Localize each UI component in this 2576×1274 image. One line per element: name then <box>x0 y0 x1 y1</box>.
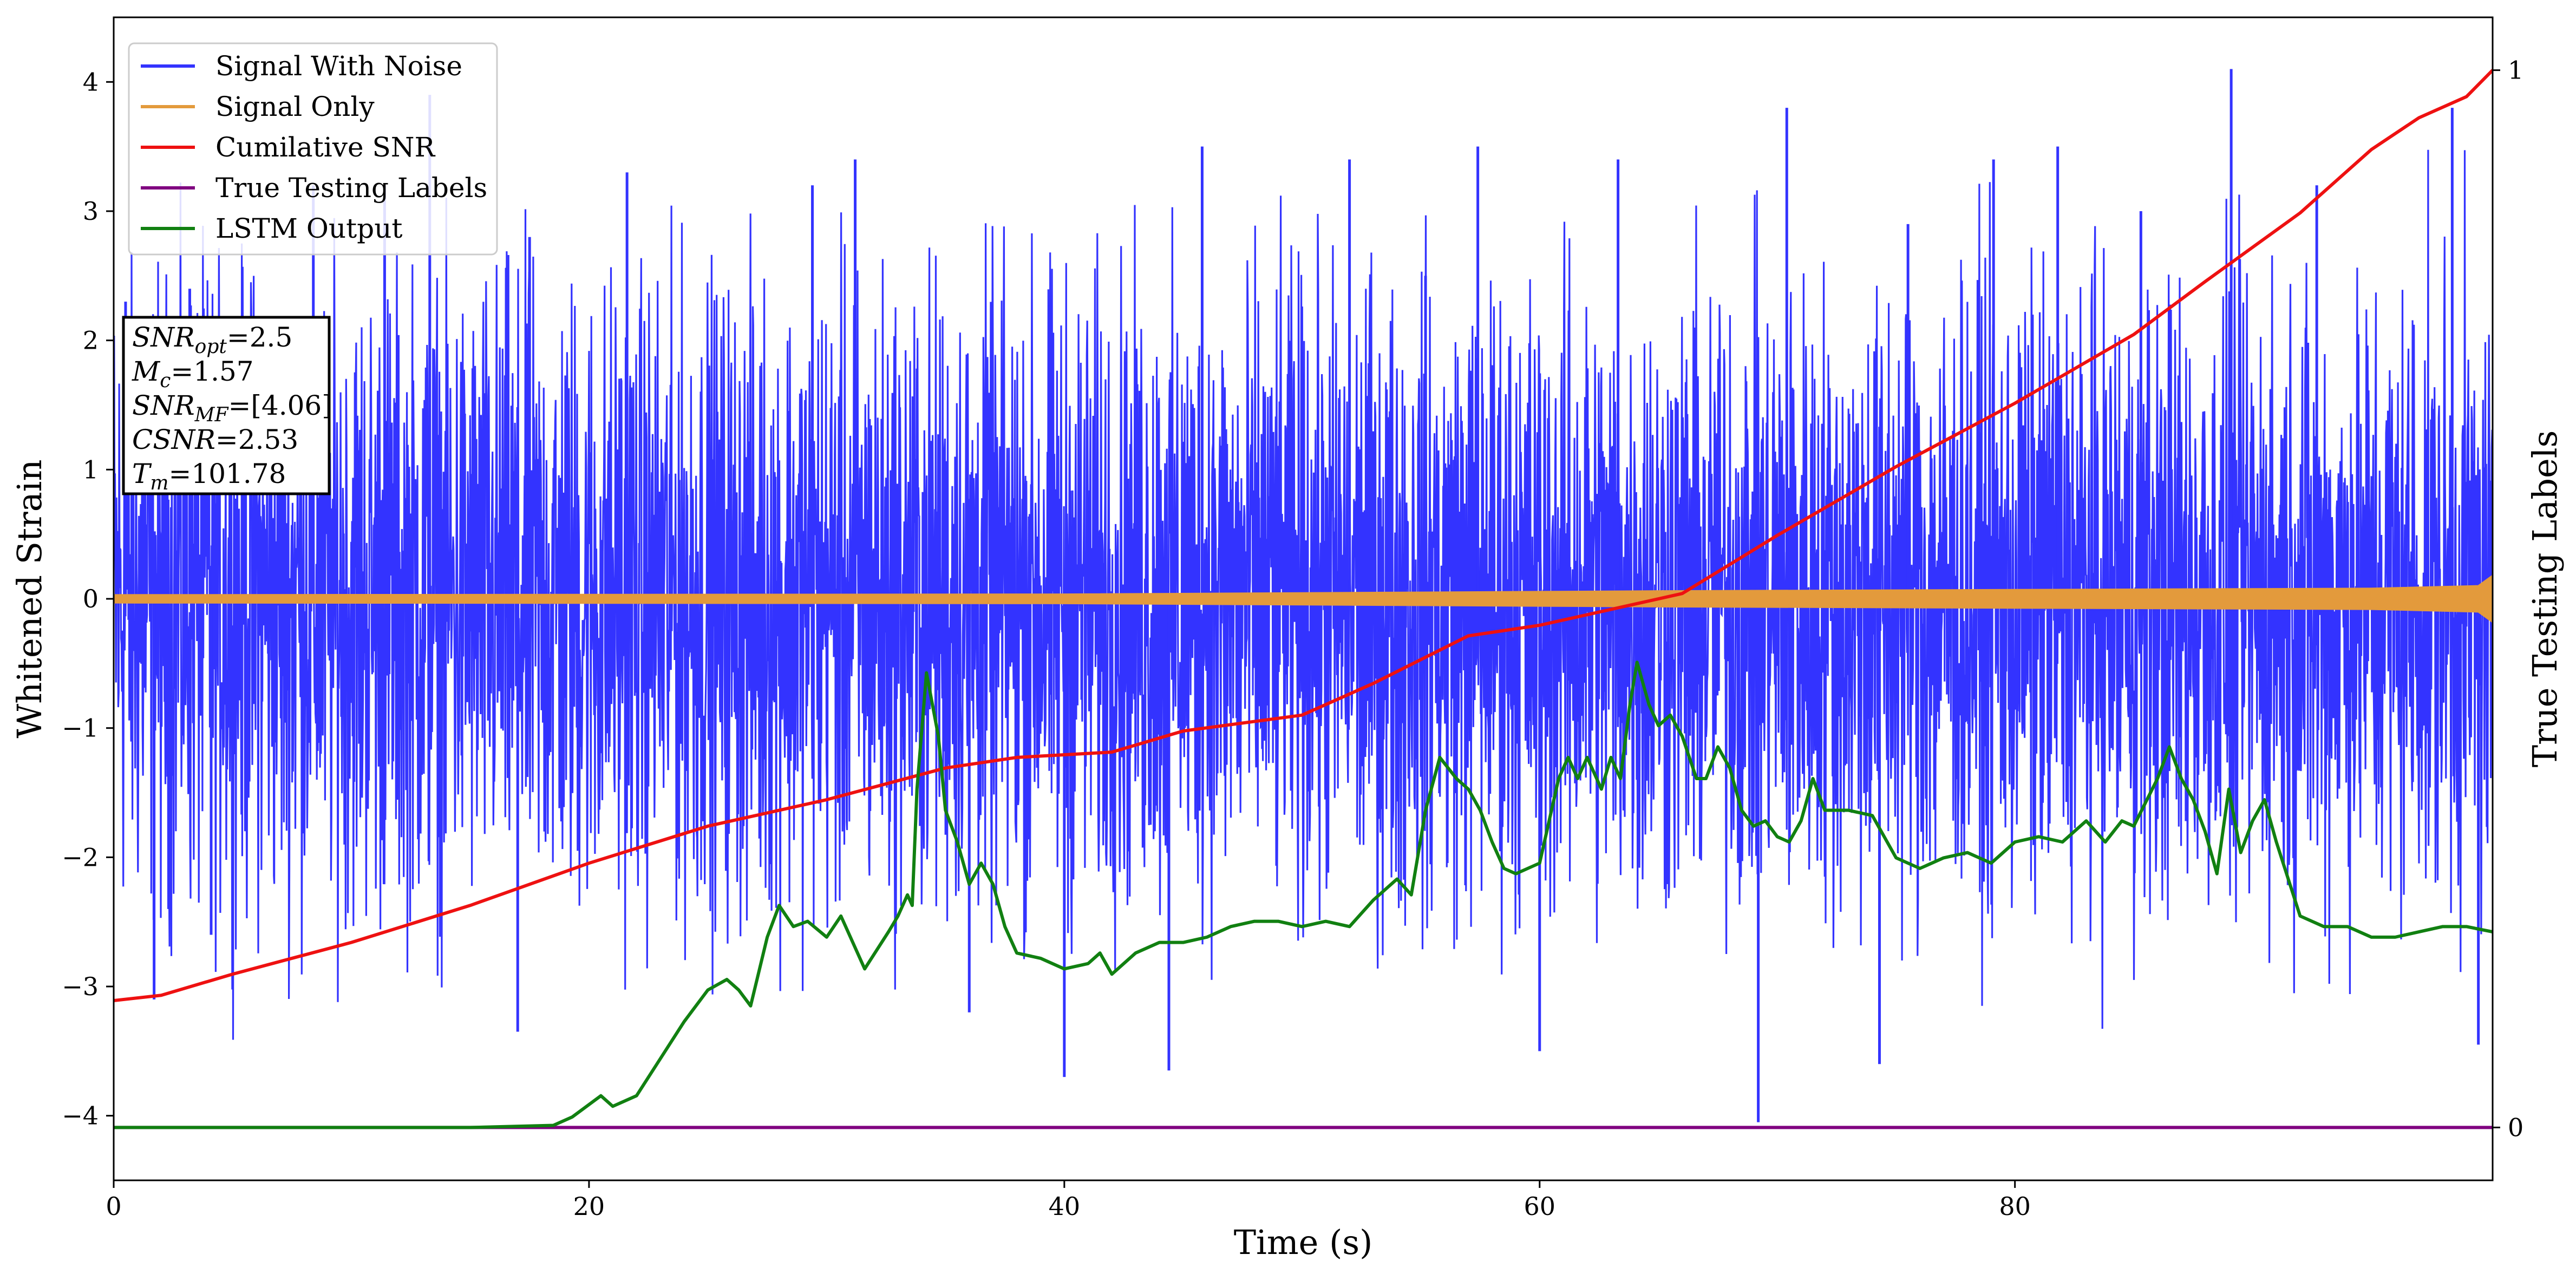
lstm-output-series <box>114 661 2493 1129</box>
y-tick-label: 1 <box>83 455 99 484</box>
y-axis-title: Whitened Strain <box>10 460 49 739</box>
y-tick-label: 2 <box>83 326 99 355</box>
info-line: Mc=1.57 <box>132 356 254 392</box>
plot-area <box>114 69 2493 1129</box>
y-tick-label: 0 <box>83 584 99 613</box>
y-tick-label: 4 <box>83 67 99 96</box>
legend-label: True Testing Labels <box>215 172 487 204</box>
legend-label: Signal With Noise <box>215 50 462 82</box>
legend: Signal With Noise Signal Only Cumilative S… <box>128 42 498 256</box>
x-tick-label: 20 <box>573 1192 605 1221</box>
x-tick-label: 0 <box>106 1192 121 1221</box>
signal-only-series <box>114 574 2493 623</box>
y2-axis-title: True Testing Labels <box>2525 430 2565 768</box>
info-box: SNRopt=2.5Mc=1.57SNRMF=[4.06]CSNR=2.53Tm… <box>122 316 332 495</box>
y-tick-label: −2 <box>62 842 99 872</box>
x-tick-label: 40 <box>1049 1192 1081 1221</box>
info-line: SNRMF=[4.06] <box>132 390 332 426</box>
y-tick-label: 3 <box>83 197 99 226</box>
signal-with-noise-series <box>114 149 2493 1040</box>
y-tick-label: −1 <box>62 714 99 743</box>
y-tick-label: −4 <box>62 1101 99 1131</box>
x-axis-title: Time (s) <box>1234 1223 1373 1262</box>
info-line: SNRopt=2.5 <box>132 322 292 358</box>
info-line: CSNR=2.53 <box>132 424 298 455</box>
y2-tick-label: 1 <box>2508 56 2523 85</box>
x-tick-label: 80 <box>1999 1192 2031 1221</box>
cumulative-snr-series <box>114 69 2493 1003</box>
info-line: Tm=101.78 <box>132 458 286 494</box>
legend-box <box>128 42 498 256</box>
y-tick-label: −3 <box>62 972 99 1001</box>
legend-label: LSTM Output <box>215 213 402 244</box>
info-box-frame <box>122 316 331 495</box>
y2-tick-label: 0 <box>2508 1113 2523 1142</box>
legend-label: Signal Only <box>215 91 375 122</box>
legend-label: Cumilative SNR <box>215 132 435 163</box>
x-tick-label: 60 <box>1524 1192 1555 1221</box>
